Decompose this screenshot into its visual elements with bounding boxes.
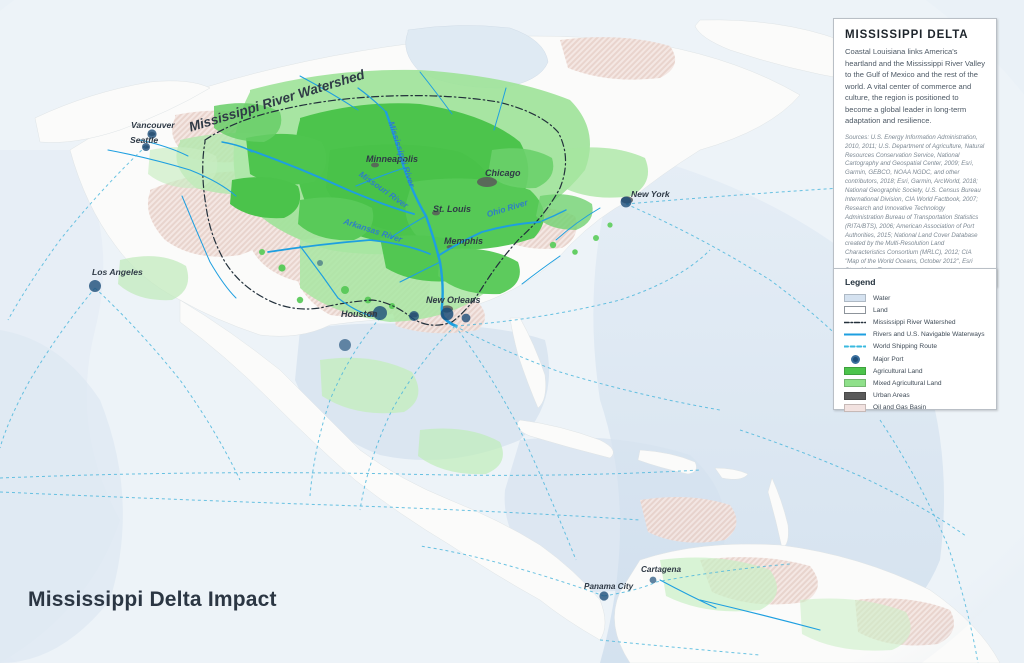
city-label-cartagena: Cartagena [641, 565, 681, 574]
city-label-memphis: Memphis [444, 236, 483, 246]
legend-swatch-icon [844, 367, 866, 376]
legend-item: Mississippi River Watershed [844, 316, 986, 328]
legend-title: Legend [845, 277, 876, 287]
port-dot [317, 260, 323, 266]
city-label-minneapolis: Minneapolis [366, 154, 418, 164]
legend-item: Oil and Gas Basin [844, 402, 986, 414]
info-panel: MISSISSIPPI DELTA Coastal Louisiana link… [833, 18, 997, 287]
legend-item: World Shipping Route [844, 341, 986, 353]
city-label-panama-city: Panama City [584, 582, 634, 591]
legend-swatch-icon [844, 294, 866, 303]
info-panel-sources: Sources: U.S. Energy Information Adminis… [845, 133, 985, 274]
legend-swatch-icon [844, 403, 866, 412]
info-panel-body: Coastal Louisiana links America's heartl… [845, 47, 985, 126]
legend-item-label: Major Port [873, 355, 904, 363]
port-dot [440, 307, 454, 321]
page-title: Mississippi Delta Impact [28, 588, 277, 611]
legend-panel: Legend Water Land Mississippi River Waters… [833, 268, 997, 412]
city-label-new-orleans: New Orleans [426, 295, 481, 305]
city-label-chicago: Chicago [485, 168, 521, 178]
city-label-seattle: Seattle [130, 135, 158, 145]
legend-line-icon [844, 330, 866, 339]
major-port-markers[interactable] [89, 129, 657, 601]
legend-item: Land [844, 304, 986, 316]
legend-line-icon [844, 318, 866, 327]
legend-item-label: Agricultural Land [873, 367, 923, 375]
legend-item: Rivers and U.S. Navigable Waterways [844, 329, 986, 341]
legend-item-label: Oil and Gas Basin [873, 404, 927, 412]
info-panel-title: MISSISSIPPI DELTA [845, 29, 969, 41]
legend-item: Urban Areas [844, 390, 986, 402]
port-dot [620, 196, 632, 208]
legend-item-label: World Shipping Route [873, 343, 938, 351]
legend-item-label: Land [873, 306, 888, 314]
port-dot [339, 339, 351, 351]
city-label-houston: Houston [341, 309, 378, 319]
port-dot [89, 280, 101, 292]
legend-swatch-icon [844, 379, 866, 388]
legend-item: Mixed Agricultural Land [844, 377, 986, 389]
legend-swatch-icon [844, 391, 866, 400]
port-dot [142, 143, 150, 151]
port-dot [147, 129, 157, 139]
legend-line-icon [844, 342, 866, 351]
legend-port-dot-icon [844, 354, 866, 364]
port-dot [409, 311, 419, 321]
port-dot [649, 576, 657, 584]
legend-item-label: Mississippi River Watershed [873, 318, 956, 326]
legend-item-label: Mixed Agricultural Land [873, 379, 942, 387]
legend-item: Agricultural Land [844, 365, 986, 377]
legend-items: Water Land Mississippi River Watershed Rive… [844, 292, 986, 414]
legend-item-label: Water [873, 294, 891, 302]
port-dot [373, 306, 387, 320]
legend-swatch-icon [844, 306, 866, 315]
legend-item: Water [844, 292, 986, 304]
legend-item-label: Rivers and U.S. Navigable Waterways [873, 331, 985, 339]
port-dot [461, 313, 471, 323]
city-label-los-angeles: Los Angeles [92, 267, 143, 277]
city-label-st-louis: St. Louis [433, 204, 471, 214]
legend-item-label: Urban Areas [873, 392, 910, 400]
city-label-new-york: New York [631, 189, 671, 199]
port-dot [599, 591, 609, 601]
legend-item: Major Port [844, 353, 986, 365]
city-label-vancouver: Vancouver [131, 120, 175, 130]
